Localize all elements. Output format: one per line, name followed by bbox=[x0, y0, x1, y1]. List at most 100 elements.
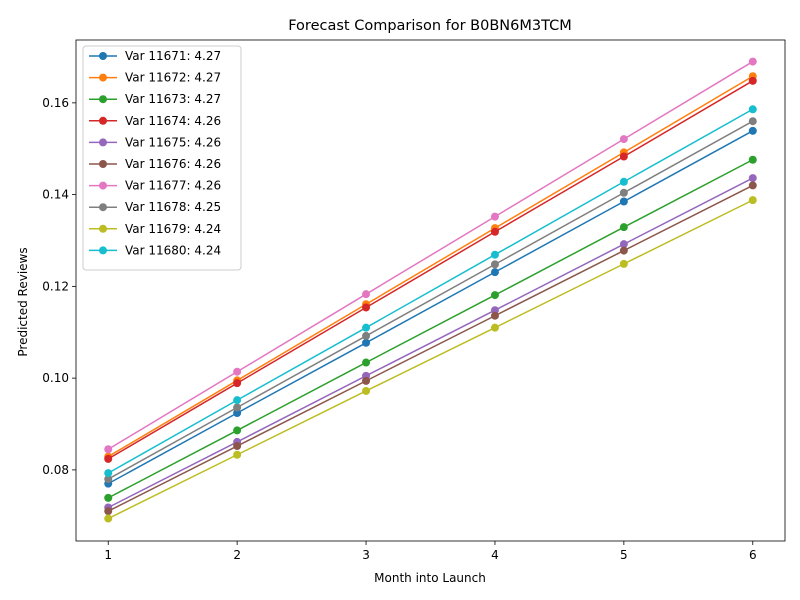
data-point bbox=[490, 260, 499, 269]
data-point bbox=[490, 311, 499, 320]
series-4 bbox=[104, 76, 757, 463]
series-line bbox=[107, 108, 754, 474]
data-point bbox=[748, 196, 757, 205]
data-point bbox=[490, 291, 499, 300]
legend-entry: Var 11680: 4.24 bbox=[89, 243, 221, 257]
data-point bbox=[619, 197, 628, 206]
legend-label: Var 11672: 4.27 bbox=[125, 71, 221, 85]
data-point bbox=[619, 177, 628, 186]
data-point bbox=[362, 376, 371, 385]
data-point bbox=[619, 188, 628, 197]
legend-marker bbox=[99, 181, 107, 190]
data-point bbox=[233, 408, 242, 417]
data-point bbox=[233, 450, 242, 459]
series-line bbox=[107, 177, 754, 509]
data-point bbox=[748, 105, 757, 114]
legend-marker bbox=[99, 246, 107, 255]
series-line bbox=[107, 159, 754, 499]
legend-label: Var 11671: 4.27 bbox=[125, 49, 221, 63]
legend-label: Var 11677: 4.26 bbox=[125, 179, 221, 193]
y-tick-label: 0.12 bbox=[42, 279, 69, 293]
legend-entry: Var 11679: 4.24 bbox=[89, 222, 221, 236]
x-tick-label: 5 bbox=[620, 548, 628, 562]
data-point bbox=[619, 223, 628, 232]
x-tick-label: 2 bbox=[233, 548, 241, 562]
legend-entry: Var 11673: 4.27 bbox=[89, 92, 221, 106]
data-point bbox=[362, 331, 371, 340]
data-point bbox=[490, 306, 499, 315]
data-point bbox=[619, 135, 628, 144]
data-point bbox=[619, 259, 628, 268]
data-point bbox=[362, 303, 371, 312]
data-point bbox=[362, 386, 371, 395]
legend-entry: Var 11678: 4.25 bbox=[89, 200, 221, 214]
legend-label: Var 11676: 4.26 bbox=[125, 157, 221, 171]
data-point bbox=[104, 514, 113, 523]
data-point bbox=[104, 507, 113, 516]
x-tick-label: 1 bbox=[104, 548, 112, 562]
data-point bbox=[362, 358, 371, 367]
chart-title: Forecast Comparison for B0BN6M3TCM bbox=[288, 18, 572, 34]
data-point bbox=[619, 152, 628, 161]
series-10 bbox=[104, 105, 757, 478]
series-line bbox=[107, 60, 754, 450]
legend-marker bbox=[99, 224, 107, 233]
legend-entry: Var 11676: 4.26 bbox=[89, 157, 221, 171]
series-line bbox=[107, 120, 754, 480]
legend-label: Var 11675: 4.26 bbox=[125, 135, 221, 149]
data-point bbox=[104, 454, 113, 463]
series-line bbox=[107, 130, 754, 485]
data-point bbox=[233, 367, 242, 376]
legend-entry: Var 11677: 4.26 bbox=[89, 179, 221, 193]
data-point bbox=[233, 396, 242, 405]
y-tick-label: 0.10 bbox=[42, 371, 69, 385]
x-tick-label: 3 bbox=[362, 548, 370, 562]
data-point bbox=[233, 442, 242, 451]
data-point bbox=[104, 445, 113, 454]
data-point bbox=[619, 240, 628, 249]
legend-label: Var 11680: 4.24 bbox=[125, 243, 221, 257]
series-8 bbox=[104, 117, 757, 484]
legend-marker bbox=[99, 73, 107, 82]
data-point bbox=[748, 181, 757, 190]
legend-marker bbox=[99, 52, 107, 60]
legend-marker bbox=[99, 160, 107, 168]
data-point bbox=[233, 379, 242, 388]
data-point bbox=[490, 250, 499, 259]
data-point bbox=[748, 57, 757, 66]
legend-label: Var 11678: 4.25 bbox=[125, 200, 221, 214]
y-tick-label: 0.08 bbox=[42, 463, 69, 477]
y-axis-label: Predicted Reviews bbox=[16, 247, 30, 356]
data-point bbox=[362, 323, 371, 332]
data-point bbox=[748, 117, 757, 126]
data-point bbox=[490, 268, 499, 277]
series-1 bbox=[104, 126, 757, 488]
legend-entry: Var 11671: 4.27 bbox=[89, 49, 221, 63]
series-line bbox=[107, 75, 754, 458]
legend: Var 11671: 4.27 Var 11672: 4.27 Var 11673:… bbox=[82, 45, 242, 271]
data-point bbox=[490, 323, 499, 332]
data-point bbox=[104, 493, 113, 502]
data-point bbox=[490, 212, 499, 221]
x-tick-label: 4 bbox=[491, 548, 499, 562]
legend-marker bbox=[99, 95, 107, 104]
data-point bbox=[748, 126, 757, 135]
data-point bbox=[490, 227, 499, 236]
legend-entry: Var 11674: 4.26 bbox=[89, 114, 221, 128]
series-line bbox=[107, 199, 754, 520]
legend-entry: Var 11672: 4.27 bbox=[89, 71, 221, 85]
x-tick-label: 6 bbox=[749, 548, 757, 562]
data-point bbox=[104, 475, 113, 484]
y-tick-label: 0.14 bbox=[42, 188, 69, 202]
y-tick-label: 0.16 bbox=[42, 96, 69, 110]
x-axis-label: Month into Launch bbox=[374, 571, 486, 585]
data-point bbox=[233, 426, 242, 435]
data-point bbox=[748, 174, 757, 183]
series-9 bbox=[104, 196, 757, 523]
plot-area bbox=[104, 57, 757, 523]
axes: 1 2 3 4 5 6 0.08 0.10 0.12 0.14 0.16 bbox=[42, 39, 786, 562]
legend-marker bbox=[99, 203, 107, 212]
legend-label: Var 11674: 4.26 bbox=[125, 114, 221, 128]
series-7 bbox=[104, 57, 757, 454]
